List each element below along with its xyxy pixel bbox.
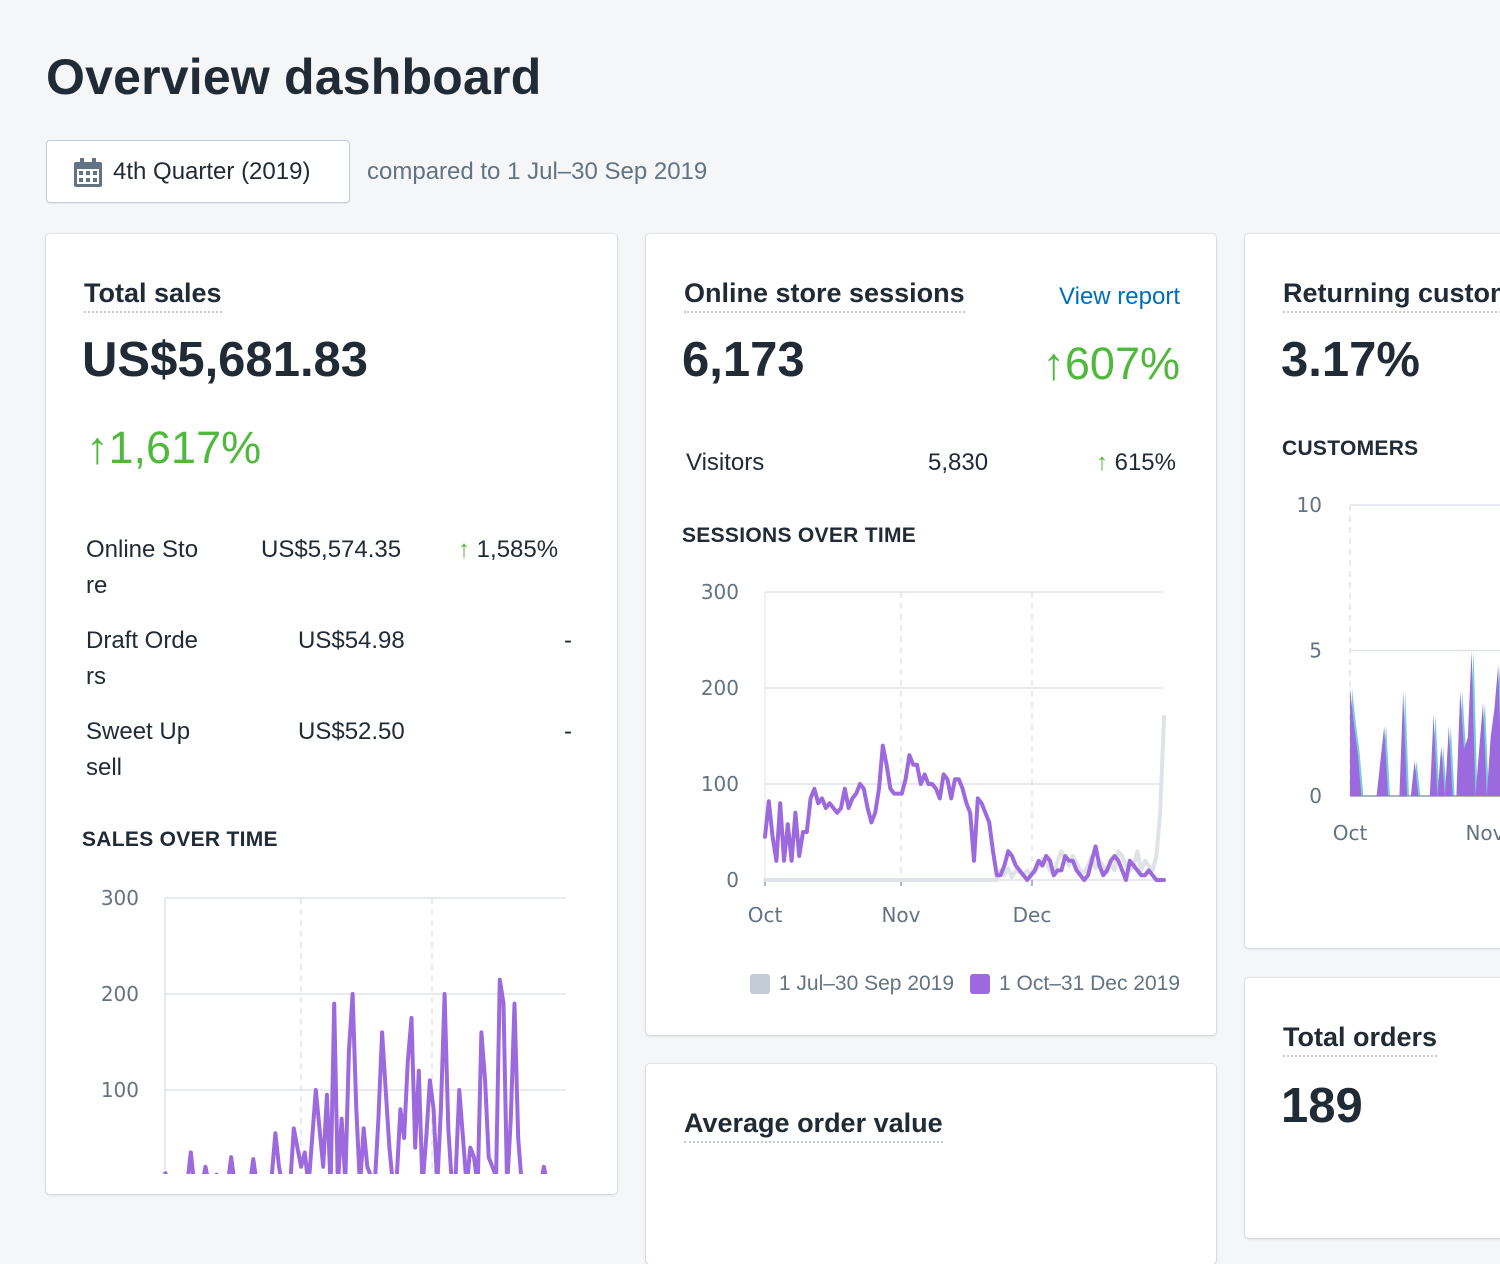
x-tick-label: Nov <box>881 903 920 927</box>
arrow-up-icon: ↑ <box>1042 338 1065 389</box>
total-orders-value: 189 <box>1281 1079 1363 1133</box>
average-order-value-title[interactable]: Average order value <box>684 1108 943 1143</box>
y-tick-label: 10 <box>1297 493 1322 517</box>
comparison-text: compared to 1 Jul–30 Sep 2019 <box>367 158 708 185</box>
x-tick-label: Oct <box>748 903 783 927</box>
total-sales-value: US$5,681.83 <box>82 333 369 387</box>
legend-swatch <box>970 974 991 994</box>
sales-breakdown-row: Sweet Up sell US$52.50 - <box>86 714 586 794</box>
returning-customer-title[interactable]: Returning customer rate <box>1283 278 1500 313</box>
sessions-over-time-chart: 300 200 100 0 Oct Nov Dec <box>701 580 1166 927</box>
arrow-up-icon: ↑ <box>458 536 470 563</box>
sales-over-time-chart: 300 200 100 <box>101 886 566 1174</box>
series-area <box>1350 650 1500 796</box>
visitors-value: 5,830 <box>928 449 989 476</box>
returning-customer-card: Returning customer rate 3.17% CUSTOMERS … <box>1245 234 1500 948</box>
returning-customer-value: 3.17% <box>1281 333 1420 387</box>
sessions-change: ↑607% <box>1042 338 1180 390</box>
y-tick-label: 100 <box>701 772 739 796</box>
row-value: US$52.50 <box>298 718 405 745</box>
sales-breakdown-row: Online Sto re US$5,574.35 ↑ 1,585% <box>86 532 586 612</box>
view-report-link[interactable]: View report <box>1059 283 1180 310</box>
sessions-card: Online store sessions View report 6,173 … <box>646 234 1216 1035</box>
legend-swatch <box>749 974 770 994</box>
customers-chart-title: CUSTOMERS <box>1282 437 1419 460</box>
page-title: Overview dashboard <box>46 49 542 105</box>
customers-chart: 10 5 0 Oct Nov <box>1297 493 1500 845</box>
x-tick-label: Oct <box>1333 821 1368 845</box>
total-sales-card: Total sales US$5,681.83 ↑1,617% Online S… <box>46 234 617 1194</box>
y-tick-label: 100 <box>101 1078 139 1102</box>
row-name: Draft Orde rs <box>86 627 199 690</box>
y-tick-label: 300 <box>701 580 739 604</box>
sessions-chart-title: SESSIONS OVER TIME <box>682 524 917 547</box>
row-change: - <box>564 718 572 745</box>
y-tick-label: 5 <box>1309 639 1322 663</box>
date-range-label: 4th Quarter (2019) <box>113 158 311 185</box>
series-line <box>163 977 548 1174</box>
total-sales-title[interactable]: Total sales <box>84 278 222 313</box>
visitors-change: ↑ 615% <box>1095 449 1176 476</box>
y-tick-label: 200 <box>101 982 139 1006</box>
sessions-legend: 1 Jul–30 Sep 2019 1 Oct–31 Dec 2019 <box>749 972 1180 996</box>
row-change: - <box>564 627 572 654</box>
date-range-button[interactable]: 4th Quarter (2019) <box>46 140 350 203</box>
row-change: ↑ 1,585% <box>458 536 559 563</box>
y-tick-label: 0 <box>726 868 739 892</box>
y-tick-label: 0 <box>1309 784 1322 808</box>
x-tick-label: Dec <box>1013 903 1052 927</box>
sessions-change-value: 607% <box>1064 338 1180 389</box>
arrow-up-icon: ↑ <box>86 422 109 473</box>
average-order-value-card: Average order value <box>646 1064 1216 1264</box>
row-name: Sweet Up sell <box>86 718 191 781</box>
row-value: US$54.98 <box>298 627 405 654</box>
sessions-value: 6,173 <box>682 333 805 387</box>
sales-chart-title: SALES OVER TIME <box>82 828 278 851</box>
y-tick-label: 200 <box>701 676 739 700</box>
sessions-title[interactable]: Online store sessions <box>684 278 965 313</box>
calendar-icon <box>74 158 102 187</box>
total-sales-change-value: 1,617% <box>108 422 262 473</box>
total-orders-card: Total orders 189 <box>1245 978 1500 1238</box>
legend-item-current[interactable]: 1 Oct–31 Dec 2019 <box>970 972 1180 996</box>
visitors-label: Visitors <box>686 449 765 476</box>
total-sales-change: ↑1,617% <box>86 422 261 474</box>
row-value: US$5,574.35 <box>261 536 402 563</box>
total-orders-title[interactable]: Total orders <box>1283 1022 1438 1057</box>
series-line <box>763 743 1166 882</box>
row-name: Online Sto re <box>86 536 199 599</box>
sales-breakdown-row: Draft Orde rs US$54.98 - <box>86 623 586 703</box>
x-tick-label: Nov <box>1465 821 1500 845</box>
y-tick-label: 300 <box>101 886 139 910</box>
legend-item-previous[interactable]: 1 Jul–30 Sep 2019 <box>749 972 954 996</box>
arrow-up-icon: ↑ <box>1095 449 1108 476</box>
